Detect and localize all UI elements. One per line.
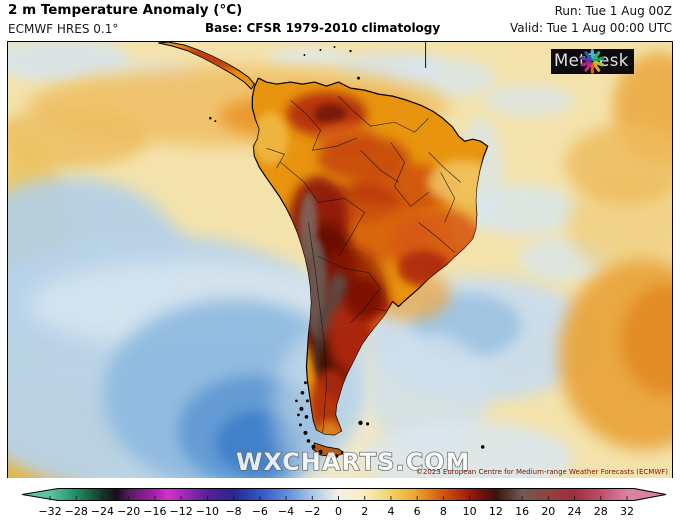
colorbar-label: 32	[620, 505, 634, 518]
colorbar-label: −20	[117, 505, 141, 518]
colorbar-label: 16	[515, 505, 530, 518]
copyright-label: ©2023 European Centre for Medium-range W…	[415, 468, 668, 476]
colorbar-label: 12	[488, 505, 503, 518]
colorbar-label: 8	[439, 505, 447, 518]
colorbar-label: −8	[225, 505, 242, 518]
colorbar-label: −24	[90, 505, 115, 518]
colorbar-label: −4	[277, 505, 295, 518]
chart-title: 2 m Temperature Anomaly (°C)	[8, 2, 243, 18]
valid-time-label: Valid: Tue 1 Aug 00:00 UTC	[510, 21, 672, 35]
colorbar-label: 20	[541, 505, 556, 518]
colorbar-label: 2	[361, 505, 369, 518]
colorbar-label: −10	[195, 505, 219, 518]
map-canvas: MetDesk WXCHARTS.COM ©2023 European Cent…	[7, 41, 673, 479]
map-svg	[8, 42, 672, 478]
colorbar-label: 4	[387, 505, 395, 518]
metdesk-star-icon	[580, 49, 605, 74]
colorbar-footer: −32 −28 −24 −20 −16 −12 −10 −8 −6 −4 −2 0 2 4 6 8 10 12 16…	[0, 478, 680, 521]
colorbar-label: −32	[38, 505, 62, 518]
colorbar-label: 10	[462, 505, 477, 518]
chart-header: 2 m Temperature Anomaly (°C) ECMWF HRES …	[0, 0, 680, 42]
colorbar-label: −28	[64, 505, 88, 518]
watermark: WXCHARTS.COM	[235, 447, 471, 476]
colorbar-label: −12	[169, 505, 193, 518]
climatology-base-label: Base: CFSR 1979-2010 climatology	[205, 21, 441, 35]
colorbar-label: −16	[143, 505, 167, 518]
run-time-label: Run: Tue 1 Aug 00Z	[554, 4, 672, 18]
model-label: ECMWF HRES 0.1°	[8, 22, 119, 36]
colorbar-label: 24	[567, 505, 582, 518]
colorbar-label: 0	[335, 505, 342, 518]
colorbar-svg	[21, 488, 667, 501]
colorbar-labels: −32 −28 −24 −20 −16 −12 −10 −8 −6 −4 −2 0 2 4 6 8 10 12 16…	[0, 505, 680, 520]
colorbar-label: −6	[251, 505, 268, 518]
colorbar-label: 28	[593, 505, 608, 518]
metdesk-logo: MetDesk	[551, 49, 634, 74]
colorbar-label: −2	[304, 505, 321, 518]
colorbar-label: 6	[413, 505, 421, 518]
